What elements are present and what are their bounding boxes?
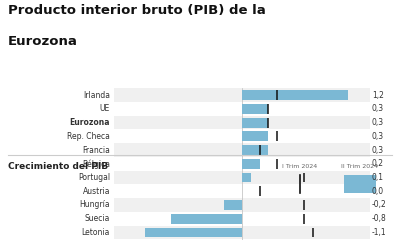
Bar — [114, 184, 370, 198]
Text: 0,1: 0,1 — [372, 173, 384, 182]
Text: 0,3: 0,3 — [372, 132, 384, 141]
Text: Eurozona: Eurozona — [70, 118, 110, 127]
Text: -0,8: -0,8 — [372, 214, 387, 223]
Bar — [242, 145, 268, 155]
Bar — [242, 159, 260, 169]
Bar — [171, 214, 242, 224]
Bar — [145, 228, 242, 237]
Bar — [242, 104, 268, 114]
Bar — [242, 131, 268, 141]
Bar — [114, 171, 370, 184]
Text: Producto interior bruto (PIB) de la: Producto interior bruto (PIB) de la — [8, 4, 266, 17]
Text: Portugal: Portugal — [78, 173, 110, 182]
Bar — [114, 226, 370, 239]
Text: Letonia: Letonia — [82, 228, 110, 237]
Bar — [114, 88, 370, 102]
Bar — [114, 157, 370, 171]
Bar — [114, 198, 370, 212]
Text: Irlanda: Irlanda — [83, 91, 110, 100]
Text: Francia: Francia — [82, 146, 110, 155]
Text: UE: UE — [100, 104, 110, 113]
Bar — [242, 173, 251, 182]
Text: -1,1: -1,1 — [372, 228, 387, 237]
Text: I Trim 2024: I Trim 2024 — [282, 164, 318, 169]
Text: Hungría: Hungría — [79, 200, 110, 210]
Text: Bélgica: Bélgica — [82, 159, 110, 168]
Text: 1,2: 1,2 — [372, 91, 384, 100]
Text: 0,3: 0,3 — [372, 118, 384, 127]
Text: Crecimiento del PIB: Crecimiento del PIB — [8, 162, 108, 171]
Text: 0,2: 0,2 — [372, 159, 384, 168]
Bar — [224, 200, 242, 210]
Bar — [114, 102, 370, 116]
Text: 0,3: 0,3 — [372, 146, 384, 155]
Text: 0,3: 0,3 — [372, 104, 384, 113]
Text: Austria: Austria — [82, 187, 110, 196]
Text: 0,0: 0,0 — [372, 187, 384, 196]
Text: Suecia: Suecia — [85, 214, 110, 223]
Text: -0,2: -0,2 — [372, 200, 387, 210]
Bar — [114, 212, 370, 226]
Text: Rep. Checa: Rep. Checa — [67, 132, 110, 141]
Text: Eurozona: Eurozona — [8, 35, 78, 48]
Bar — [114, 129, 370, 143]
Bar — [114, 143, 370, 157]
Bar — [114, 116, 370, 129]
Bar — [242, 118, 268, 127]
Text: II Trim 2024: II Trim 2024 — [342, 164, 378, 169]
Bar — [242, 90, 348, 100]
